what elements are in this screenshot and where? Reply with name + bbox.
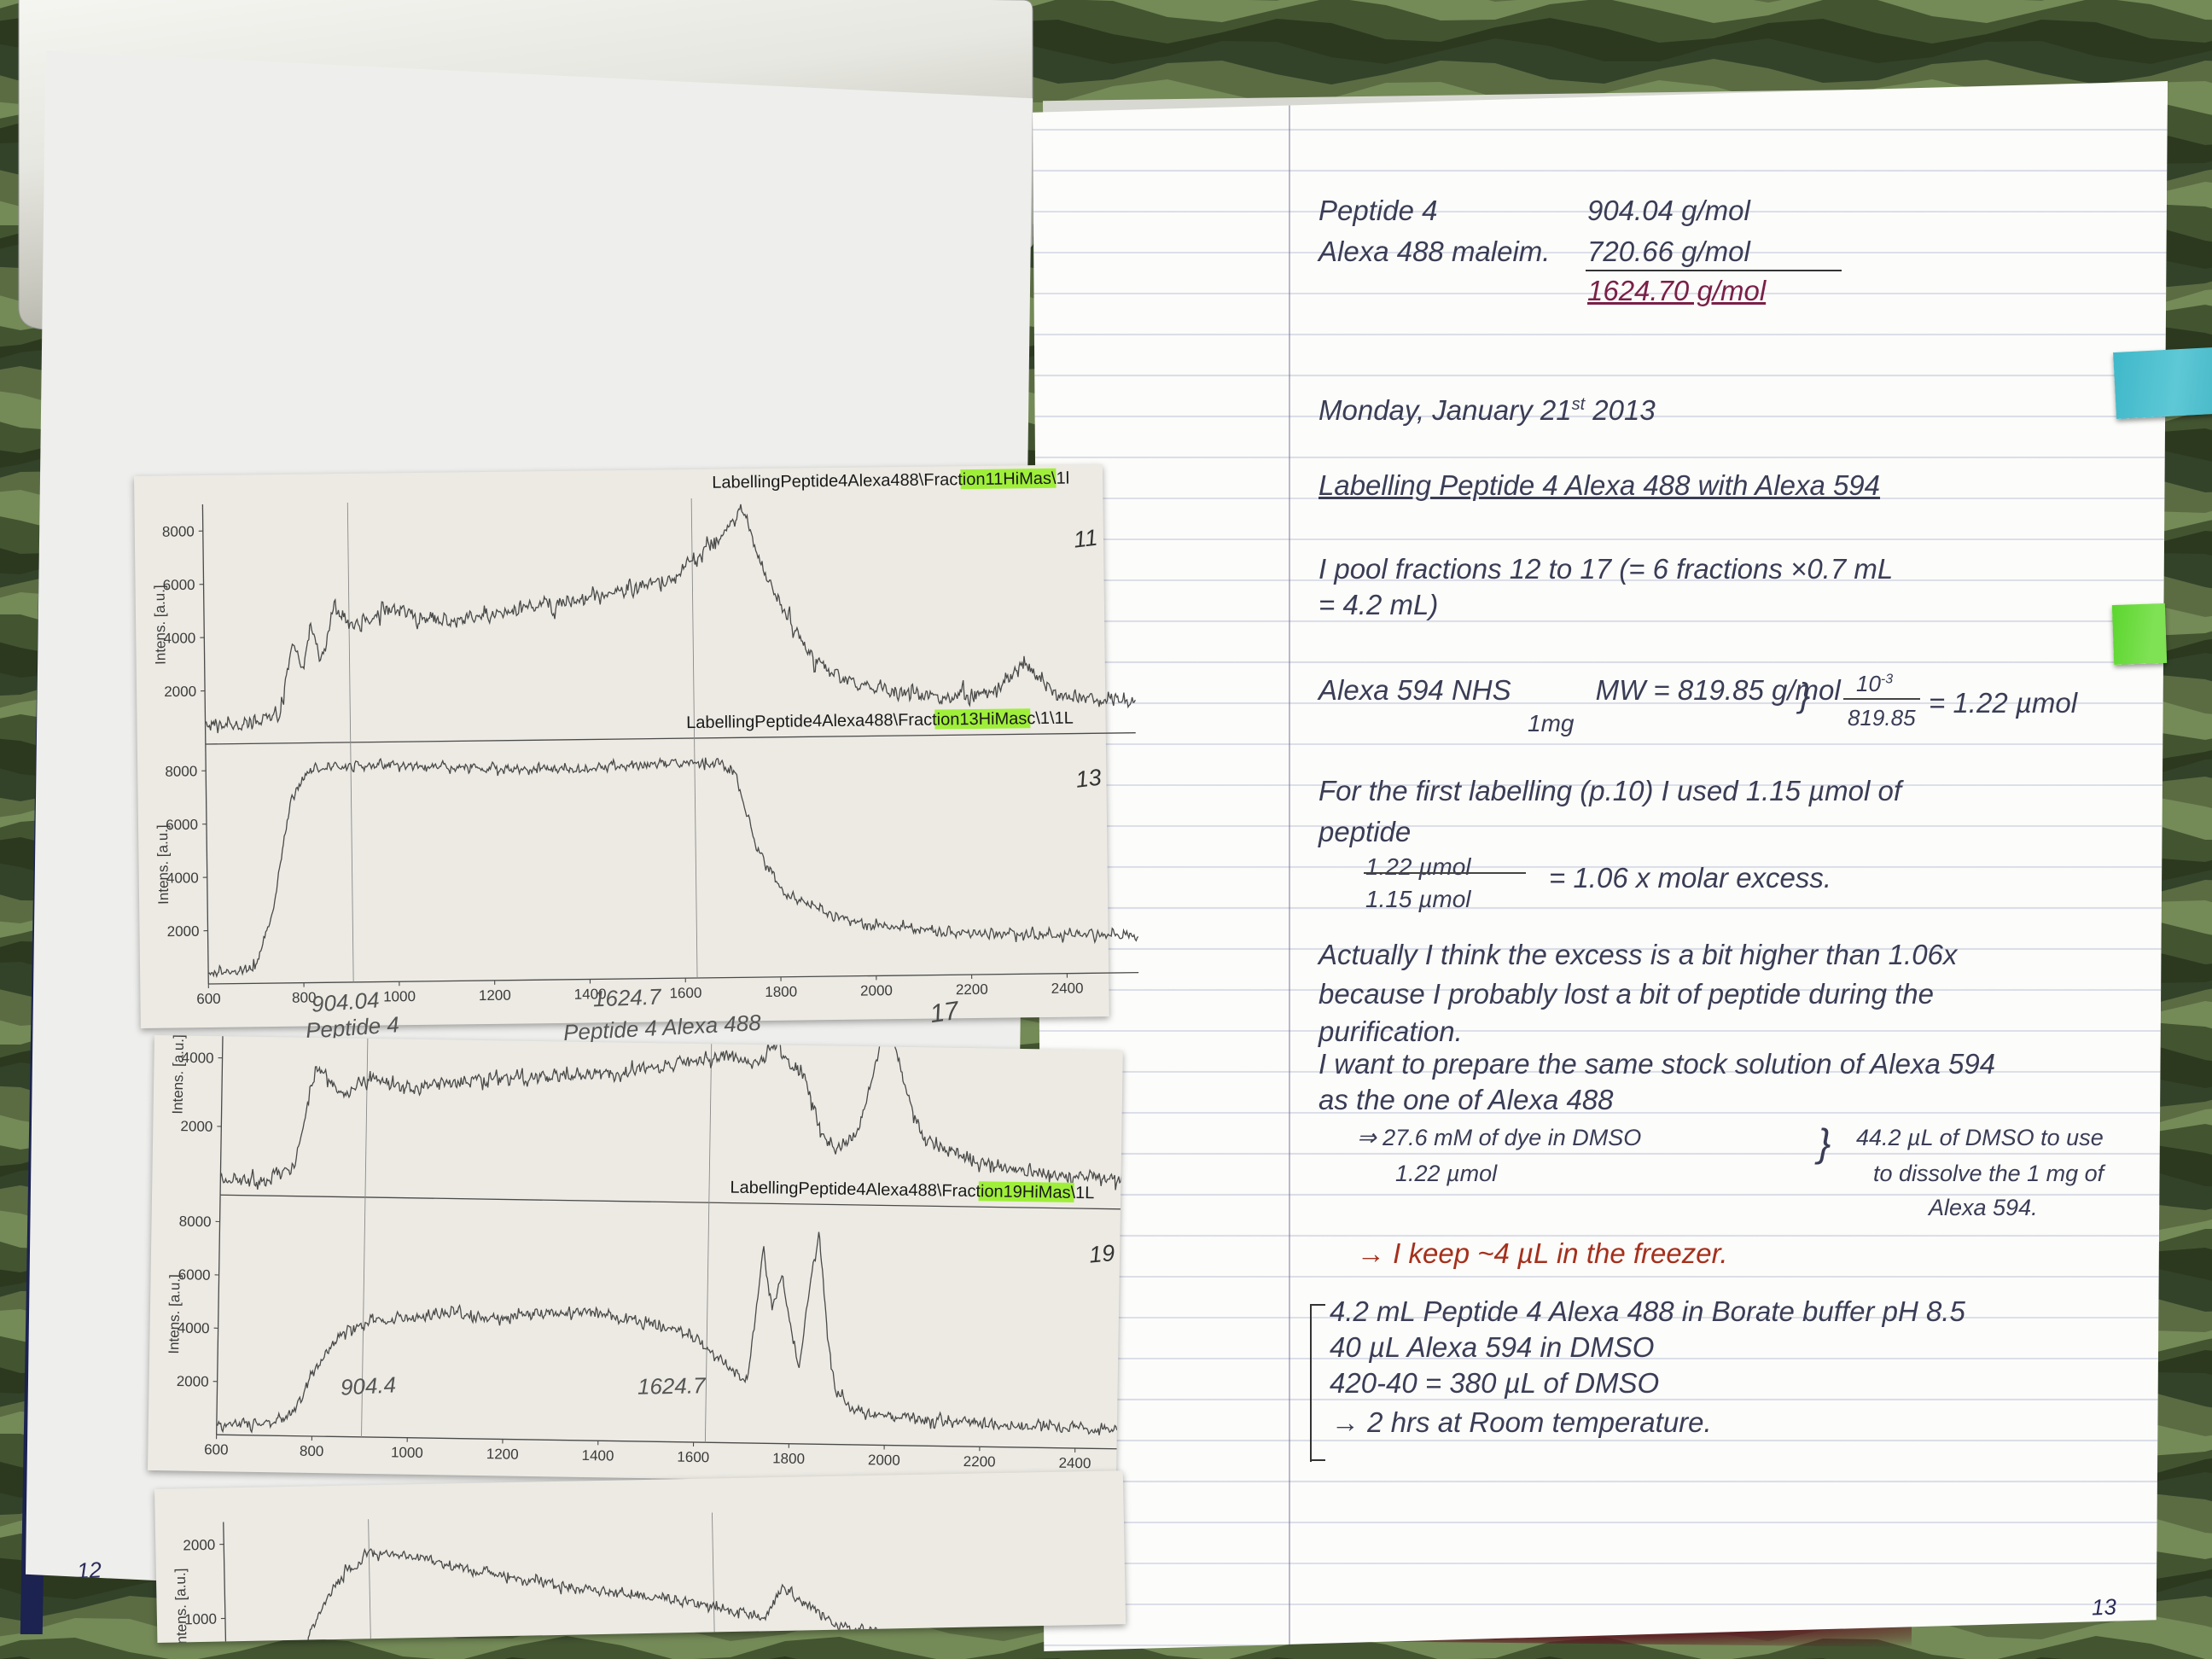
svg-text:8000: 8000 bbox=[162, 523, 195, 539]
svg-text:1000: 1000 bbox=[383, 988, 416, 1004]
svg-text:1600: 1600 bbox=[669, 985, 701, 1001]
svg-text:13: 13 bbox=[1074, 765, 1103, 793]
svg-text:2000: 2000 bbox=[183, 1537, 215, 1554]
svg-text:Intens. [a.u.]: Intens. [a.u.] bbox=[152, 585, 169, 665]
svg-text:2000: 2000 bbox=[868, 1452, 900, 1469]
svg-text:2400: 2400 bbox=[1051, 980, 1084, 996]
svg-text:2400: 2400 bbox=[1058, 1455, 1091, 1472]
svg-text:1600: 1600 bbox=[677, 1449, 709, 1466]
svg-text:2000: 2000 bbox=[164, 684, 196, 700]
svg-text:Intens. [a.u.]: Intens. [a.u.] bbox=[172, 1568, 190, 1642]
svg-text:1800: 1800 bbox=[772, 1450, 805, 1467]
svg-text:11: 11 bbox=[1072, 525, 1098, 553]
svg-text:1400: 1400 bbox=[581, 1447, 614, 1464]
svg-text:1000: 1000 bbox=[391, 1444, 423, 1461]
svg-text:2000: 2000 bbox=[860, 982, 893, 998]
svg-text:1200: 1200 bbox=[479, 987, 511, 1004]
svg-text:Intens. [a.u.]: Intens. [a.u.] bbox=[170, 1035, 187, 1115]
svg-text:LabellingPeptide4Alexa488\Frac: LabellingPeptide4Alexa488\Fraction19HiMa… bbox=[730, 1179, 1094, 1203]
svg-text:Intens. [a.u.]: Intens. [a.u.] bbox=[166, 1274, 183, 1354]
svg-text:1200: 1200 bbox=[486, 1446, 519, 1463]
svg-text:8000: 8000 bbox=[179, 1214, 212, 1231]
svg-text:2000: 2000 bbox=[180, 1118, 212, 1135]
svg-text:2000: 2000 bbox=[167, 923, 200, 940]
svg-text:2000: 2000 bbox=[177, 1373, 209, 1390]
svg-text:1800: 1800 bbox=[765, 984, 797, 1000]
svg-text:Intens. [a.u.]: Intens. [a.u.] bbox=[154, 824, 172, 905]
svg-text:LabellingPeptide4Alexa488\Frac: LabellingPeptide4Alexa488\Fraction13HiMa… bbox=[686, 709, 1074, 733]
svg-text:LabellingPeptide4Alexa488\Frac: LabellingPeptide4Alexa488\Fraction11HiMa… bbox=[712, 469, 1069, 492]
svg-text:2200: 2200 bbox=[963, 1453, 996, 1470]
svg-text:2200: 2200 bbox=[956, 981, 988, 998]
svg-text:19: 19 bbox=[1088, 1240, 1116, 1268]
svg-text:800: 800 bbox=[300, 1443, 324, 1459]
svg-text:8000: 8000 bbox=[165, 763, 197, 779]
svg-text:600: 600 bbox=[196, 991, 221, 1007]
svg-text:600: 600 bbox=[204, 1441, 229, 1458]
